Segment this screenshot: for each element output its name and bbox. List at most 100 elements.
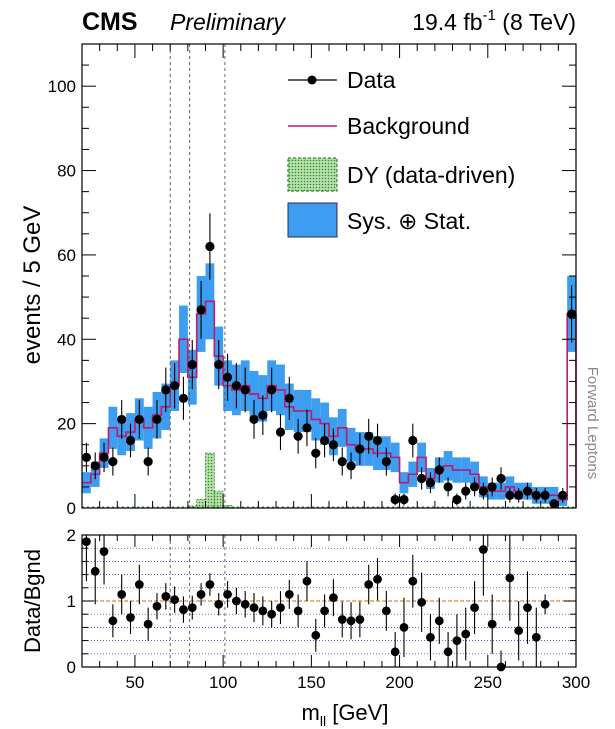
data-point — [434, 465, 444, 475]
ratio-point — [258, 606, 268, 616]
data-point — [134, 414, 144, 425]
data-point — [99, 452, 109, 462]
ratio-point — [90, 566, 100, 576]
data-point — [170, 381, 180, 391]
ratio-point — [126, 613, 135, 622]
energy-label: (8 TeV) — [496, 9, 576, 35]
forward-leptons-label: Forward Leptons — [584, 367, 601, 480]
legend-uncertainty-label: Sys. ⊕ Stat. — [347, 208, 471, 234]
data-point — [540, 490, 550, 500]
data-point — [222, 372, 233, 382]
ratio-mass-window-lines — [169, 535, 226, 667]
data-point — [496, 473, 506, 484]
legend-dy-swatch — [287, 157, 338, 192]
dy-bin — [213, 490, 224, 509]
legend-uncertainty-swatch — [287, 202, 338, 238]
data-point — [408, 435, 418, 446]
ratio-point — [231, 596, 241, 606]
y-tick-label: 0 — [67, 499, 76, 518]
legend-data-marker — [307, 75, 317, 85]
data-point — [249, 414, 259, 425]
data-point — [311, 448, 321, 458]
legend-dy-label: DY (data-driven) — [347, 162, 515, 188]
ratio-point — [408, 576, 418, 586]
status-label: Preliminary — [170, 9, 287, 35]
lumi-value: 19.4 fb — [412, 9, 482, 35]
data-point — [161, 385, 171, 395]
ratio-y-axis-label: Data/Bgnd — [20, 549, 45, 653]
ratio-point — [205, 580, 215, 589]
x-axis-unit: [GeV] — [326, 700, 388, 725]
data-point — [514, 490, 524, 500]
data-point — [90, 461, 100, 471]
ratio-point — [540, 599, 550, 609]
ratio-point — [417, 597, 427, 607]
x-axis-subscript: ll — [320, 713, 326, 729]
data-point — [284, 393, 294, 403]
data-point — [178, 393, 189, 403]
ratio-point — [134, 580, 144, 589]
ratio-point — [364, 580, 374, 589]
y-axis-label: events / 5 GeV — [19, 206, 46, 365]
legend-entry-data: Data — [288, 67, 396, 93]
data-point — [267, 385, 277, 395]
ratio-point — [214, 599, 224, 609]
main-axis-ticks: 0 20 40 60 80 100 — [48, 43, 577, 518]
y-tick-label: 20 — [57, 415, 76, 434]
ratio-point — [267, 609, 277, 619]
dy-bin — [205, 452, 215, 509]
data-point — [522, 486, 533, 496]
ratio-point — [514, 626, 524, 636]
ratio-point — [240, 599, 250, 609]
data-point — [152, 414, 162, 425]
ratio-point — [161, 591, 171, 601]
data-point — [258, 410, 268, 420]
ratio-point — [381, 606, 391, 616]
ratio-point — [108, 616, 118, 626]
ratio-point — [426, 632, 435, 642]
data-point — [205, 241, 215, 252]
x-tick-label: 100 — [209, 673, 237, 692]
ratio-point — [276, 603, 285, 612]
ratio-point — [249, 603, 259, 612]
data-point — [346, 461, 356, 471]
data-point — [399, 494, 409, 505]
legend-entry-background: Background — [288, 113, 470, 139]
data-point — [143, 457, 153, 467]
mass-window-lines — [169, 44, 226, 508]
ratio-point — [170, 595, 180, 605]
data-point — [319, 435, 330, 446]
ratio-point — [152, 601, 162, 611]
data-point — [469, 482, 480, 492]
y-tick-label: 40 — [57, 330, 76, 349]
lumi-exponent: -1 — [483, 7, 496, 24]
x-axis-symbol: m — [302, 700, 320, 725]
data-point — [125, 435, 136, 446]
data-point — [531, 490, 541, 500]
data-point — [214, 359, 224, 370]
x-axis-label: mll [GeV] — [302, 700, 389, 729]
ratio-point — [531, 632, 541, 642]
data-point — [478, 486, 488, 496]
data-point — [558, 490, 568, 500]
ratio-point — [390, 647, 400, 657]
ratio-y-tick-label: 1 — [67, 592, 76, 611]
ratio-point — [320, 606, 329, 616]
ratio-point — [355, 615, 365, 624]
ratio-point — [434, 616, 444, 626]
data-point — [417, 473, 427, 484]
data-point — [566, 309, 577, 319]
ratio-axis-ticks: 50 100 150 200 250 300 0 1 2 — [67, 526, 591, 692]
data-points-group — [81, 213, 577, 509]
luminosity-label: 19.4 fb-1 (8 TeV) — [412, 7, 576, 35]
data-point — [390, 494, 400, 505]
data-point — [337, 457, 347, 467]
ratio-point — [293, 606, 303, 616]
data-point — [443, 482, 453, 492]
ratio-point — [99, 547, 109, 556]
ratio-point — [443, 647, 453, 657]
data-point — [425, 478, 436, 488]
data-point — [196, 305, 206, 315]
ratio-point — [399, 623, 409, 632]
data-point — [117, 414, 127, 425]
